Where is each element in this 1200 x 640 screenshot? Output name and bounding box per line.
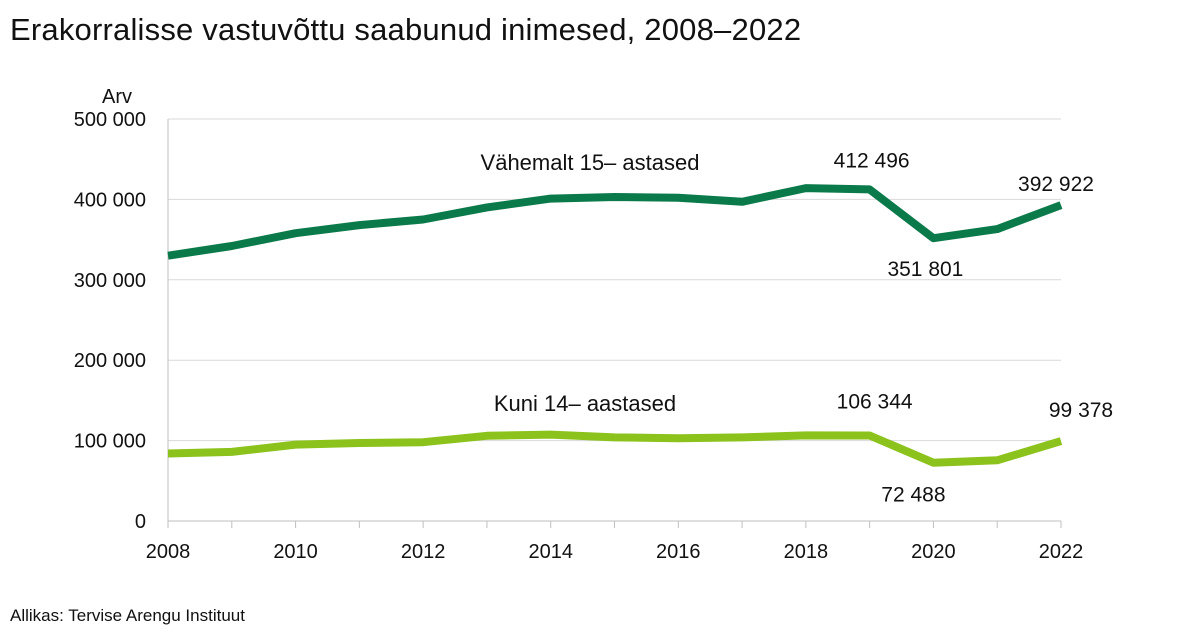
data-labels: 412 496 351 801 392 922 106 344 72 488 99 378 <box>834 149 1113 506</box>
x-tick-label: 2014 <box>528 541 573 563</box>
y-tick-label: 0 <box>135 511 146 533</box>
y-tick-labels: 0 100 000 200 000 300 000 400 000 500 000 <box>74 109 146 533</box>
data-label: 412 496 <box>834 149 910 172</box>
source-note: Allikas: Tervise Arengu Instituut <box>10 606 245 625</box>
data-label: 106 344 <box>837 390 913 413</box>
data-label: 99 378 <box>1049 399 1113 422</box>
x-tick-label: 2018 <box>784 541 829 563</box>
series-labels: Vähemalt 15– astased Kuni 14– aastased <box>481 150 700 416</box>
series-line <box>167 184 1063 260</box>
series-label: Kuni 14– aastased <box>494 391 676 416</box>
series-lines <box>167 184 1063 467</box>
y-tick-label: 100 000 <box>74 431 146 453</box>
y-tick-label: 400 000 <box>74 189 146 211</box>
series-line <box>167 430 1063 467</box>
x-tick-label: 2010 <box>273 541 318 563</box>
x-tick-label: 2022 <box>1039 541 1084 563</box>
x-tick-label: 2020 <box>911 541 956 563</box>
data-label: 351 801 <box>887 258 963 281</box>
y-tick-label: 300 000 <box>74 270 146 292</box>
y-tick-label: 200 000 <box>74 350 146 372</box>
x-tick-label: 2012 <box>401 541 446 563</box>
x-tick-labels: 2008 2010 2012 2014 2016 2018 2020 2022 <box>146 541 1084 563</box>
x-tick-label: 2008 <box>146 541 191 563</box>
series-label: Vähemalt 15– astased <box>481 150 700 175</box>
y-axis-label: Arv <box>102 86 132 108</box>
chart-title: Erakorralisse vastuvõttu saabunud inimes… <box>10 12 802 47</box>
data-label: 72 488 <box>881 484 945 507</box>
data-label: 392 922 <box>1018 173 1094 196</box>
y-tick-label: 500 000 <box>74 109 146 131</box>
axes <box>167 119 1062 528</box>
x-tick-label: 2016 <box>656 541 701 563</box>
